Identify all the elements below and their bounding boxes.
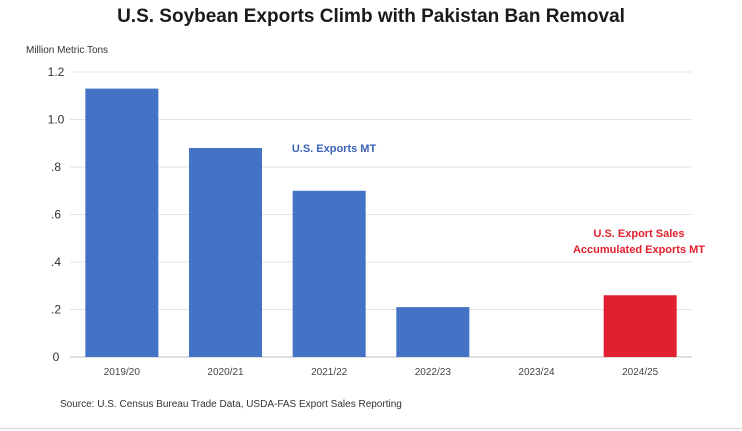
y-tick-label: .2 [51,303,61,317]
y-tick-label: .8 [51,160,61,174]
x-tick-label: 2019/20 [104,367,141,378]
x-tick-label: 2022/23 [415,367,452,378]
x-tick-label: 2021/22 [311,367,348,378]
chart-title: U.S. Soybean Exports Climb with Pakistan… [117,6,625,27]
y-axis-label: Million Metric Tons [26,45,108,56]
bar [292,190,366,357]
x-tick-label: 2024/25 [622,367,659,378]
x-tick-label: 2023/24 [518,367,555,378]
bar [603,295,677,357]
y-tick-label: 1.2 [48,65,65,79]
y-tick-label: .6 [51,208,61,222]
annotation-label: Accumulated Exports MT [573,244,705,256]
y-tick-label: .4 [51,255,61,269]
x-tick-label: 2020/21 [207,367,244,378]
y-tick-label: 0 [53,350,60,364]
bar [189,148,262,357]
y-tick-label: 1.0 [48,113,65,127]
bar [396,307,470,357]
source-note: Source: U.S. Census Bureau Trade Data, U… [60,399,402,410]
annotation-label: U.S. Export Sales [593,228,684,240]
bottom-divider [0,428,742,429]
annotation-label: U.S. Exports MT [292,143,377,155]
bar [85,88,159,357]
